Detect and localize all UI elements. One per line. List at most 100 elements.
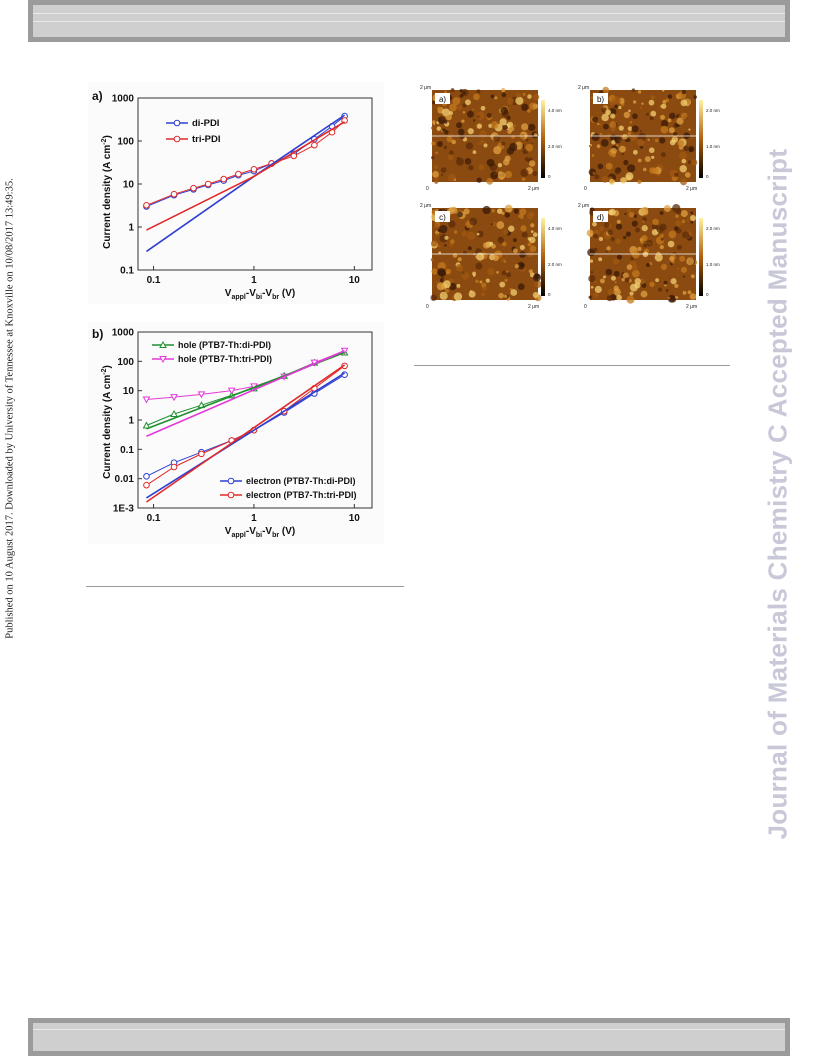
afm-scale-right: 2 μm bbox=[686, 186, 697, 192]
afm-grain bbox=[689, 214, 697, 222]
afm-grain bbox=[517, 261, 525, 270]
afm-grain bbox=[676, 267, 680, 271]
afm-grain bbox=[681, 158, 687, 164]
afm-grain bbox=[674, 226, 679, 231]
afm-grain bbox=[433, 223, 439, 229]
afm-grain bbox=[599, 278, 605, 284]
afm-grain bbox=[483, 242, 490, 249]
afm-grain bbox=[648, 147, 655, 154]
afm-texture bbox=[430, 204, 542, 302]
afm-grain bbox=[500, 106, 509, 115]
panel-b-data-point bbox=[170, 394, 178, 402]
afm-grain bbox=[483, 143, 488, 148]
afm-grain bbox=[629, 134, 637, 142]
afm-grain bbox=[501, 88, 506, 93]
afm-grain bbox=[480, 105, 486, 111]
afm-figure: a) 4.0 nm 2.0 nm 0 2 μm 0 2 μm b) 2.0 nm 1.0 nm 0… bbox=[420, 84, 732, 320]
afm-grain bbox=[476, 252, 485, 261]
afm-grain bbox=[592, 116, 599, 123]
afm-grain bbox=[668, 127, 675, 134]
afm-grain bbox=[659, 245, 664, 250]
afm-grain bbox=[439, 291, 448, 300]
afm-grain bbox=[499, 118, 507, 126]
afm-origin: 0 bbox=[426, 304, 429, 310]
afm-grain bbox=[606, 295, 613, 302]
afm-panel-label: b) bbox=[597, 95, 604, 104]
afm-grain bbox=[455, 264, 464, 272]
afm-grain bbox=[603, 123, 609, 130]
afm-grain bbox=[445, 114, 452, 121]
afm-grain bbox=[501, 241, 507, 247]
afm-grain bbox=[662, 89, 665, 92]
afm-grain bbox=[593, 292, 599, 298]
afm-grain bbox=[629, 121, 633, 124]
afm-grain bbox=[441, 173, 444, 176]
afm-grain bbox=[681, 90, 686, 95]
afm-grain bbox=[519, 244, 525, 251]
afm-tile-c: c) 4.0 nm 2.0 nm 0 2 μm 0 2 μm bbox=[420, 202, 570, 318]
afm-grain bbox=[432, 100, 436, 105]
afm-grain bbox=[599, 132, 603, 136]
afm-grain bbox=[688, 146, 695, 153]
afm-grain bbox=[522, 92, 526, 96]
afm-grain bbox=[472, 119, 476, 122]
afm-grain bbox=[442, 280, 451, 289]
afm-grain bbox=[486, 158, 495, 167]
panel-b-xtick-label: 0.1 bbox=[147, 513, 161, 524]
panel-b-legend-hole-tri: hole (PTB7-Th:tri-PDI) bbox=[178, 354, 272, 364]
afm-grain bbox=[492, 221, 497, 227]
afm-grain bbox=[431, 155, 435, 160]
afm-grain bbox=[682, 231, 690, 239]
panel-b-data-point bbox=[198, 450, 205, 458]
afm-grain bbox=[437, 244, 441, 248]
panel-a-data-point bbox=[190, 184, 197, 192]
publication-note: Published on 10 August 2017. Downloaded … bbox=[4, 178, 16, 639]
afm-grain bbox=[686, 257, 695, 266]
afm-image-c: c) 4.0 nm 2.0 nm 0 2 μm 0 2 μm bbox=[420, 203, 562, 310]
afm-grain bbox=[468, 165, 474, 171]
panel-b-electron-di-legend-marker bbox=[227, 477, 235, 485]
afm-grain bbox=[494, 96, 498, 100]
afm-grain bbox=[456, 157, 465, 166]
afm-grain bbox=[431, 268, 438, 275]
afm-grain bbox=[503, 294, 508, 299]
afm-grain bbox=[649, 115, 654, 121]
afm-grain bbox=[650, 110, 657, 117]
afm-grain bbox=[506, 115, 511, 120]
afm-grain bbox=[443, 145, 448, 150]
afm-grain bbox=[655, 278, 659, 283]
afm-grain bbox=[459, 93, 464, 98]
afm-grain bbox=[661, 103, 667, 109]
afm-grain bbox=[690, 221, 694, 224]
afm-grain bbox=[501, 212, 505, 216]
afm-grain bbox=[654, 253, 663, 262]
afm-grain bbox=[432, 120, 436, 124]
afm-grain bbox=[618, 105, 622, 110]
afm-grain bbox=[501, 141, 506, 146]
afm-grain bbox=[642, 220, 645, 223]
afm-grain bbox=[667, 118, 672, 123]
afm-grain bbox=[530, 230, 534, 234]
journal-header-band bbox=[28, 0, 790, 42]
afm-grain bbox=[444, 130, 449, 135]
afm-grain bbox=[477, 115, 480, 118]
afm-grain bbox=[591, 154, 595, 157]
afm-grain bbox=[674, 283, 679, 289]
afm-grain bbox=[498, 292, 504, 299]
afm-grain bbox=[592, 248, 595, 251]
afm-panel-label: a) bbox=[439, 95, 446, 104]
afm-image-b: b) 2.0 nm 1.0 nm 0 2 μm 0 2 μm bbox=[578, 85, 720, 192]
afm-grain bbox=[459, 88, 463, 93]
panel-b-xtick-label: 1 bbox=[251, 513, 257, 524]
afm-grain bbox=[521, 177, 526, 182]
afm-grain bbox=[613, 270, 620, 277]
afm-scale-top: 2 μm bbox=[578, 85, 589, 91]
panel-a-data-point bbox=[311, 141, 318, 149]
afm-grain bbox=[512, 238, 517, 243]
afm-grain bbox=[629, 291, 634, 296]
afm-grain bbox=[453, 292, 463, 301]
afm-colorbar bbox=[699, 100, 703, 178]
afm-grain bbox=[614, 168, 621, 175]
afm-grain bbox=[609, 121, 617, 129]
afm-grain bbox=[519, 208, 527, 216]
